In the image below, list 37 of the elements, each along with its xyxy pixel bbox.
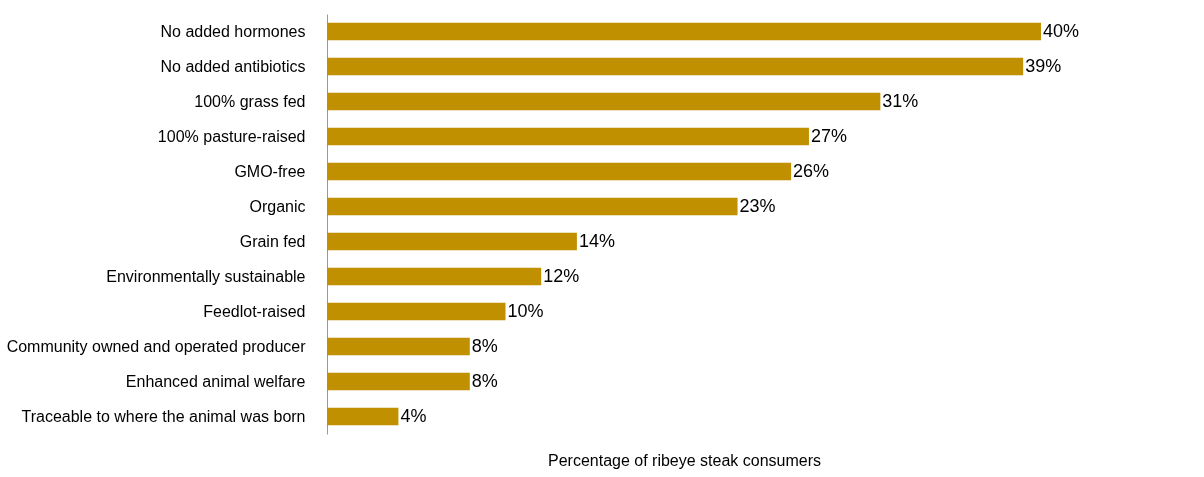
data-label: 14% (578, 230, 615, 251)
bar (327, 232, 577, 251)
data-label: 31% (882, 90, 919, 111)
bar (327, 92, 881, 111)
bar (327, 197, 738, 216)
data-label: 27% (810, 125, 847, 146)
bar (327, 127, 809, 146)
data-label: 40% (1043, 20, 1080, 41)
bar (327, 337, 470, 356)
bar (327, 22, 1041, 41)
data-label: 23% (739, 195, 776, 216)
data-label: 12% (543, 265, 580, 286)
y-tick-label: No added antibiotics (160, 57, 306, 75)
y-tick-label: 100% grass fed (194, 92, 306, 110)
y-tick-label: Grain fed (239, 232, 306, 250)
data-label: 8% (471, 335, 498, 356)
data-label: 8% (471, 370, 498, 391)
bar (327, 372, 470, 391)
bar (327, 407, 399, 426)
x-axis-title: Percentage of ribeye steak consumers (547, 451, 822, 469)
data-label: 10% (507, 300, 544, 321)
y-tick-label: Traceable to where the animal was born (21, 407, 306, 425)
bar (327, 302, 506, 321)
data-label: 4% (400, 405, 427, 426)
y-tick-label: Environmentally sustainable (106, 267, 306, 285)
y-tick-label: GMO-free (234, 162, 306, 180)
data-label: 39% (1025, 55, 1062, 76)
bar (327, 57, 1024, 76)
y-tick-label: Feedlot-raised (203, 302, 306, 320)
y-tick-label: 100% pasture-raised (157, 127, 306, 145)
y-tick-label: Enhanced animal welfare (125, 372, 306, 390)
y-tick-label: Organic (249, 197, 306, 215)
bar (327, 267, 542, 286)
y-tick-label: No added hormones (160, 22, 306, 40)
y-tick-label: Community owned and operated producer (6, 337, 307, 355)
data-label: 26% (793, 160, 830, 181)
bar (327, 162, 792, 181)
